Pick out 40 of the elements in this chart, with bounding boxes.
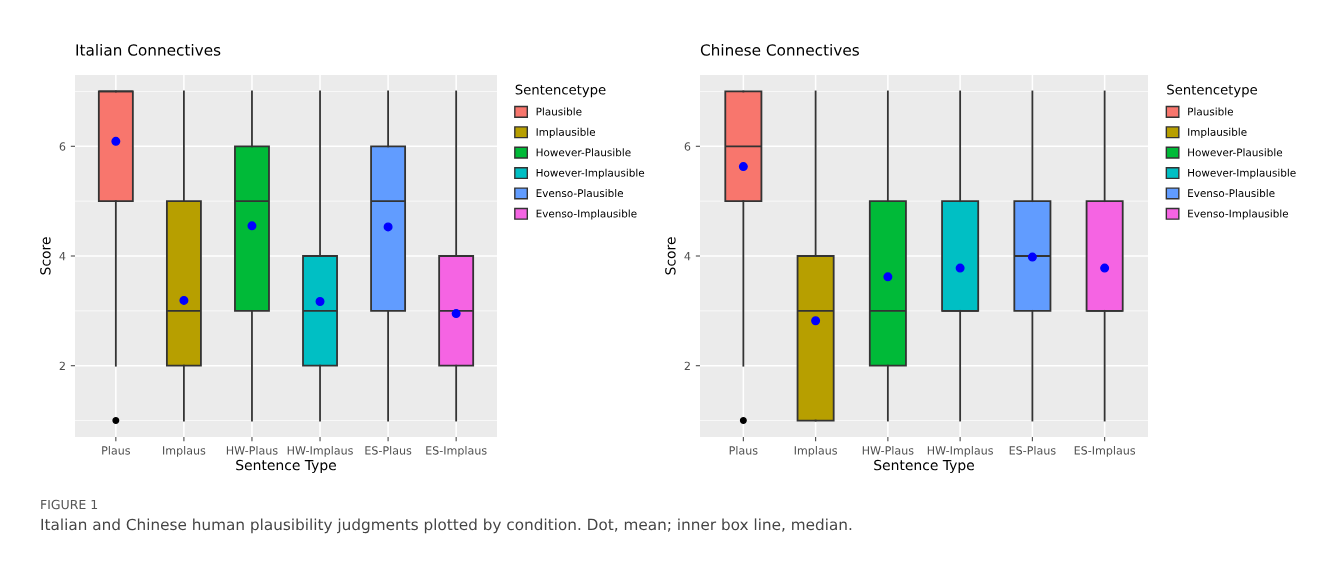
- legend-label: Plausible: [536, 107, 582, 116]
- x-tick-label: Implaus: [794, 446, 838, 457]
- legend-label: However-Plausible: [536, 148, 631, 157]
- legend-label: Evenso-Implausible: [536, 209, 637, 220]
- x-axis-title: Sentence Type: [874, 459, 974, 473]
- chart-title: Chinese Connectives: [700, 43, 859, 56]
- legend-title: Sentencetype: [1167, 84, 1257, 98]
- y-tick-label: 4: [684, 252, 691, 261]
- y-tick-label: 2: [59, 361, 65, 370]
- chart-title: Italian Connectives: [76, 43, 221, 56]
- y-tick-label: 6: [59, 142, 66, 151]
- legend-label: Evenso-Plausible: [536, 189, 623, 198]
- legend-label: Evenso-Implausible: [1188, 209, 1289, 220]
- legend-label: However-Plausible: [1188, 148, 1283, 157]
- legend-label: Evenso-Plausible: [1188, 189, 1275, 198]
- legend-title: Sentencetype: [515, 84, 606, 98]
- legend-label: However-Implausible: [1188, 168, 1296, 179]
- x-tick-label: HW-Plaus: [226, 446, 278, 455]
- legend-label: Implausible: [536, 127, 596, 138]
- x-tick-label: ES-Plaus: [1009, 446, 1056, 455]
- y-tick-label: 4: [59, 252, 66, 261]
- legend-label: Implausible: [1188, 127, 1247, 138]
- x-tick-label: Implaus: [163, 446, 206, 457]
- y-axis-title: Score: [40, 237, 51, 275]
- x-tick-label: HW-Implaus: [927, 446, 993, 457]
- x-tick-label: ES-Plaus: [365, 446, 412, 455]
- x-tick-label: ES-Implaus: [1074, 446, 1136, 457]
- legend-label: However-Implausible: [536, 168, 645, 179]
- x-tick-label: HW-Implaus: [287, 446, 353, 457]
- caption: FIGURE 1: [41, 499, 98, 510]
- x-tick-label: Plaus: [102, 446, 131, 455]
- x-tick-label: HW-Plaus: [862, 446, 914, 455]
- y-axis-title: Score: [665, 237, 676, 275]
- text: Italian and Chinese human plausibility judgments plotted by condition. Dot, mean; inner box line, median.: [41, 518, 852, 534]
- x-tick-label: ES-Implaus: [426, 446, 487, 457]
- y-tick-label: 6: [684, 142, 691, 151]
- legend-label: Plausible: [1188, 107, 1234, 116]
- x-axis-title: Sentence Type: [236, 459, 336, 473]
- x-tick-label: Plaus: [729, 446, 758, 455]
- y-tick-label: 2: [684, 361, 690, 370]
